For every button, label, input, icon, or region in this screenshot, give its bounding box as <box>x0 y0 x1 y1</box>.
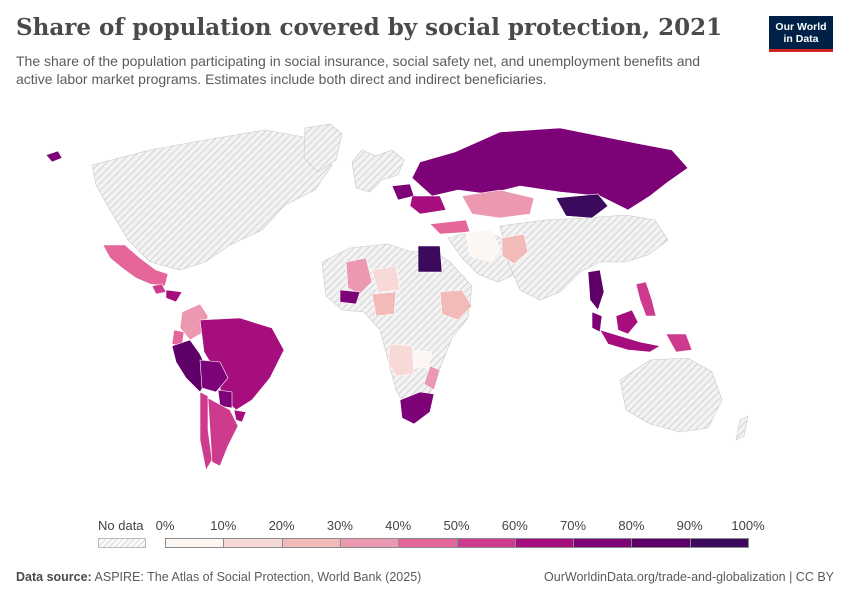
africa-no-data <box>321 243 473 411</box>
region-bolivia[interactable] <box>199 359 229 393</box>
europe-no-data <box>351 149 405 193</box>
australia-no-data <box>619 357 723 433</box>
region-angola[interactable] <box>387 343 415 377</box>
region-kazakhstan[interactable] <box>461 189 535 219</box>
license-link[interactable]: OurWorldinData.org/trade-and-globalizati… <box>544 570 834 584</box>
region-zambia[interactable] <box>413 349 433 369</box>
data-regions <box>45 127 693 471</box>
legend-tick-label: 90% <box>676 518 703 533</box>
legend-swatch-0-10[interactable] <box>165 538 225 548</box>
region-thailand[interactable] <box>587 269 605 311</box>
region-ethiopia[interactable] <box>439 289 473 321</box>
legend-swatch-60-70[interactable] <box>514 538 575 548</box>
region-burkina-faso[interactable] <box>339 289 361 305</box>
subtitle-line-1: The share of the population participatin… <box>16 53 701 69</box>
region-borneo[interactable] <box>615 309 639 335</box>
region-uruguay[interactable] <box>233 409 247 423</box>
greenland-no-data <box>303 123 343 173</box>
legend-tick-label: 30% <box>326 518 353 533</box>
legend-tick-label: 80% <box>618 518 645 533</box>
legend-tick-label: 100% <box>731 518 765 533</box>
legend-swatch-40-50[interactable] <box>398 538 458 548</box>
legend-tick-label: 50% <box>443 518 470 533</box>
owid-logo[interactable]: Our World in Data <box>769 16 833 52</box>
legend-tick-label: 60% <box>501 518 528 533</box>
region-mali[interactable] <box>345 257 373 295</box>
north-america-no-data <box>91 129 333 271</box>
source-label: Data source: <box>16 570 92 584</box>
region-indonesia[interactable] <box>599 329 661 353</box>
region-mexico[interactable] <box>102 244 169 287</box>
new-zealand-no-data <box>735 415 749 441</box>
subtitle-line-2: active labor market programs. Estimates … <box>16 71 547 87</box>
region-mozambique[interactable] <box>423 365 441 391</box>
data-source: Data source: ASPIRE: The Atlas of Social… <box>16 570 421 584</box>
legend-tick-label: 20% <box>268 518 295 533</box>
region-turkey[interactable] <box>429 219 471 235</box>
region-philippines[interactable] <box>635 281 657 317</box>
region-honduras[interactable] <box>165 289 183 303</box>
asia-no-data <box>499 214 669 301</box>
region-niger[interactable] <box>371 265 401 293</box>
region-malaysia[interactable] <box>591 311 603 333</box>
region-russia[interactable] <box>411 127 689 211</box>
legend-swatch-20-30[interactable] <box>281 538 341 548</box>
region-iran[interactable] <box>465 229 501 263</box>
source-text[interactable]: ASPIRE: The Atlas of Social Protection, … <box>94 570 422 584</box>
legend-tick-label: 10% <box>210 518 237 533</box>
legend: No data 0% 10% 20% 30% 40% 50% 60% 70% 80% 90% 100… <box>98 518 765 554</box>
region-south-africa[interactable] <box>399 391 435 425</box>
region-papua-new-guinea[interactable] <box>665 333 693 353</box>
region-poland[interactable] <box>391 183 415 201</box>
legend-tick-label: 70% <box>560 518 587 533</box>
legend-swatch-30-40[interactable] <box>339 538 400 548</box>
chart-subtitle: The share of the population participatin… <box>16 52 756 88</box>
chart-title: Share of population covered by social pr… <box>16 14 723 41</box>
logo-line-2: in Data <box>783 33 819 45</box>
legend-tick-label: 40% <box>385 518 412 533</box>
region-mongolia[interactable] <box>555 193 609 219</box>
region-pakistan[interactable] <box>501 233 529 265</box>
legend-tick-label: 0% <box>155 518 175 533</box>
region-nigeria[interactable] <box>371 291 397 317</box>
legend-swatch-80-90[interactable] <box>631 538 691 548</box>
legend-swatch-90-100[interactable] <box>689 538 749 548</box>
region-argentina[interactable] <box>207 397 239 467</box>
legend-no-data-label: No data <box>98 518 144 533</box>
region-paraguay[interactable] <box>217 389 233 409</box>
logo-line-1: Our World <box>775 21 827 33</box>
region-greenland[interactable] <box>45 150 63 163</box>
region-ukraine[interactable] <box>409 195 447 215</box>
legend-swatch-50-60[interactable] <box>456 538 516 548</box>
legend-no-data-swatch <box>98 538 146 548</box>
world-map <box>45 123 749 471</box>
region-egypt[interactable] <box>417 245 443 273</box>
legend-swatch-70-80[interactable] <box>573 538 633 548</box>
legend-swatch-10-20[interactable] <box>223 538 283 548</box>
